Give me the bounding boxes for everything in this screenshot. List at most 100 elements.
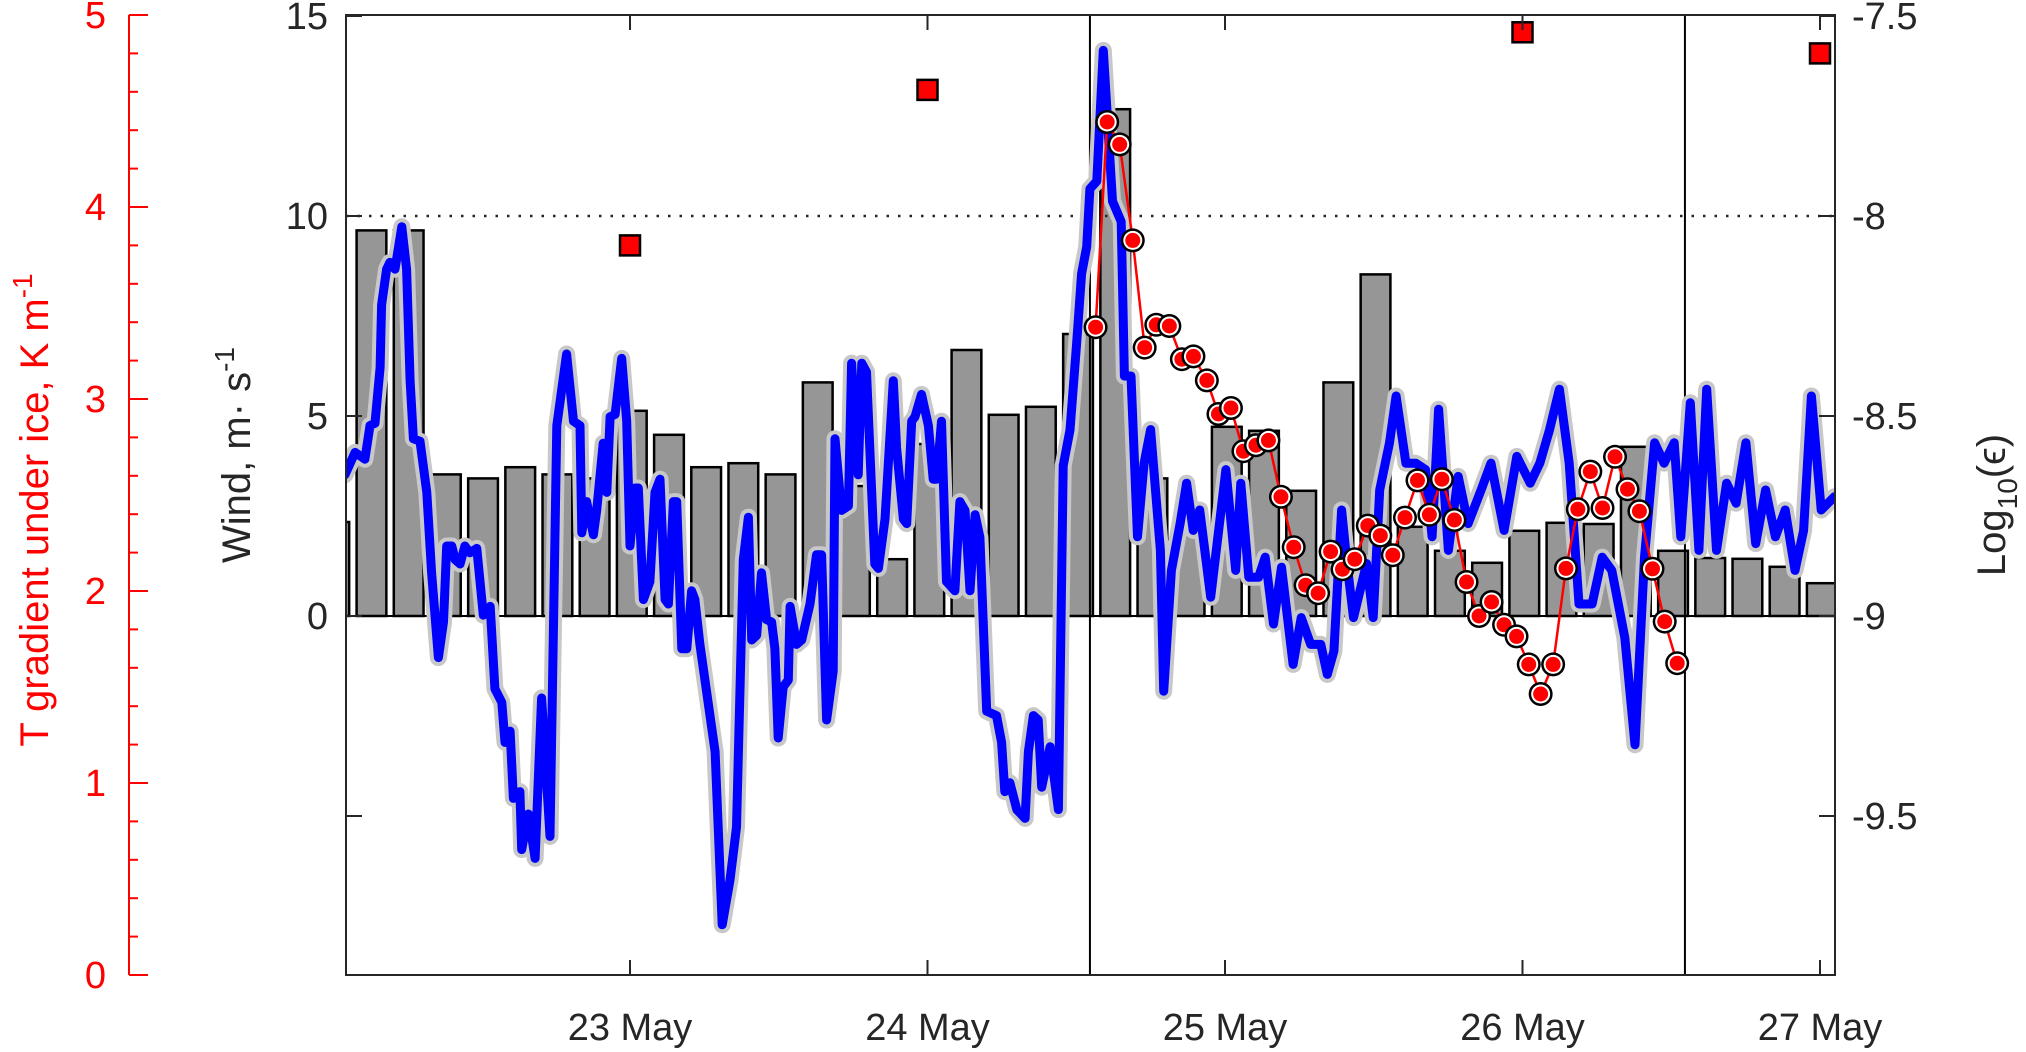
epsilon-point (1615, 477, 1640, 502)
epsilon-point (1368, 523, 1393, 548)
epsilon-point (1640, 556, 1665, 581)
epsilon-point-fill (1434, 471, 1450, 487)
epsilon-point (1516, 652, 1541, 677)
epsilon-point-fill (1421, 507, 1437, 523)
epsilon-point (1194, 368, 1219, 393)
epsilon-point-fill (1347, 551, 1363, 567)
bar (987, 413, 1020, 618)
wind-tick-label: 0 (307, 596, 328, 638)
epsilon-point (1083, 315, 1108, 340)
epsilon-point (1342, 547, 1367, 572)
epsilon-point (1417, 502, 1442, 527)
epsilon-point-fill (1533, 686, 1549, 702)
red-tick-label: 4 (85, 187, 106, 229)
epsilon-point (1479, 590, 1504, 614)
wind-series (346, 41, 1835, 934)
bar (1694, 556, 1727, 618)
epsilon-tick-label: -9 (1852, 596, 1886, 638)
date-tick-label: 26 May (1460, 1007, 1585, 1049)
epsilon-point (1256, 428, 1281, 453)
epsilon-point (1380, 543, 1405, 568)
red-tick-label: 2 (85, 571, 106, 613)
epsilon-point-fill (1570, 501, 1586, 517)
epsilon-point-fill (1323, 544, 1339, 560)
epsilon-point-fill (1112, 136, 1128, 152)
bar (1805, 581, 1835, 618)
epsilon-point-fill (1310, 585, 1326, 601)
epsilon-point-fill (1125, 232, 1141, 248)
wind-tick-label: 5 (307, 396, 328, 438)
epsilon-point (1132, 335, 1157, 360)
wind-line (346, 45, 1835, 930)
epsilon-point-fill (1607, 449, 1623, 465)
epsilon-point (1157, 314, 1182, 338)
epsilon-point (1541, 652, 1566, 677)
epsilon-point-fill (1521, 656, 1537, 672)
epsilon-point-fill (1509, 628, 1525, 644)
epsilon-point-fill (1199, 372, 1215, 388)
epsilon-point (1553, 556, 1578, 581)
epsilon-point-fill (1657, 614, 1673, 630)
epsilon-point-fill (1286, 539, 1302, 555)
red-tick-label: 5 (85, 0, 106, 37)
epsilon-point-fill (1631, 503, 1647, 519)
wind-tick-label: 10 (286, 196, 328, 238)
epsilon-point-fill (1185, 348, 1201, 364)
epsilon-point-fill (1545, 656, 1561, 672)
epsilon-point (1504, 624, 1529, 649)
epsilon-point-fill (1446, 512, 1462, 528)
epsilon-point-fill (1099, 114, 1115, 130)
epsilon-point-fill (1385, 547, 1401, 563)
epsilon-point (1281, 535, 1306, 560)
epsilon-point-fill (1645, 561, 1661, 577)
epsilon-point (1665, 651, 1690, 676)
epsilon-point (1107, 132, 1132, 157)
date-tick-label: 23 May (568, 1007, 693, 1049)
epsilon-point (1318, 539, 1343, 564)
red-tick-label: 1 (85, 763, 106, 805)
epsilon-point (1627, 499, 1652, 524)
epsilon-point (1218, 396, 1243, 420)
epsilon-point-fill (1620, 481, 1636, 497)
epsilon-point (1120, 228, 1145, 253)
epsilon-point (1590, 496, 1615, 520)
date-tick-label: 25 May (1163, 1007, 1288, 1049)
epsilon-point (1268, 484, 1293, 509)
t-gradient-square (1808, 42, 1832, 65)
date-tick-label: 27 May (1758, 1007, 1883, 1049)
bar (1731, 557, 1764, 618)
plot-frame (345, 14, 1836, 976)
epsilon-point-fill (1669, 655, 1685, 671)
bar (504, 465, 537, 618)
epsilon-point (1603, 444, 1628, 469)
red-axis-label: T gradient under ice, K m-1 (7, 273, 57, 746)
epsilon-point (1293, 573, 1318, 598)
epsilon-axis-label: Log10(ϵ) (1970, 434, 2023, 576)
epsilon-point (1181, 344, 1206, 369)
t-gradient-square (618, 234, 642, 257)
epsilon-point-fill (1223, 400, 1239, 416)
bar (1656, 549, 1690, 618)
wind-axis-label: Wind, m· s-1 (209, 347, 259, 563)
epsilon-point (1565, 497, 1590, 522)
t-gradient-square (916, 78, 939, 102)
epsilon-point-fill (1137, 340, 1153, 356)
bar (1768, 565, 1801, 618)
epsilon-point-fill (1273, 489, 1289, 505)
epsilon-point-fill (1372, 528, 1388, 544)
epsilon-point-fill (1484, 594, 1500, 610)
epsilon-point-fill (1582, 464, 1598, 480)
t-gradient-markers (618, 21, 1832, 257)
epsilon-point-fill (1459, 574, 1475, 590)
epsilon-point-fill (1397, 510, 1413, 526)
wind-tick-label: 15 (286, 0, 328, 38)
epsilon-tick-label: -7.5 (1852, 0, 1917, 38)
epsilon-point (1306, 581, 1331, 606)
epsilon-point (1578, 459, 1603, 484)
epsilon-point-fill (1088, 319, 1104, 335)
epsilon-tick-label: -8 (1852, 196, 1886, 238)
epsilon-point-fill (1595, 500, 1611, 516)
bar (346, 520, 351, 618)
epsilon-point (1652, 609, 1677, 634)
